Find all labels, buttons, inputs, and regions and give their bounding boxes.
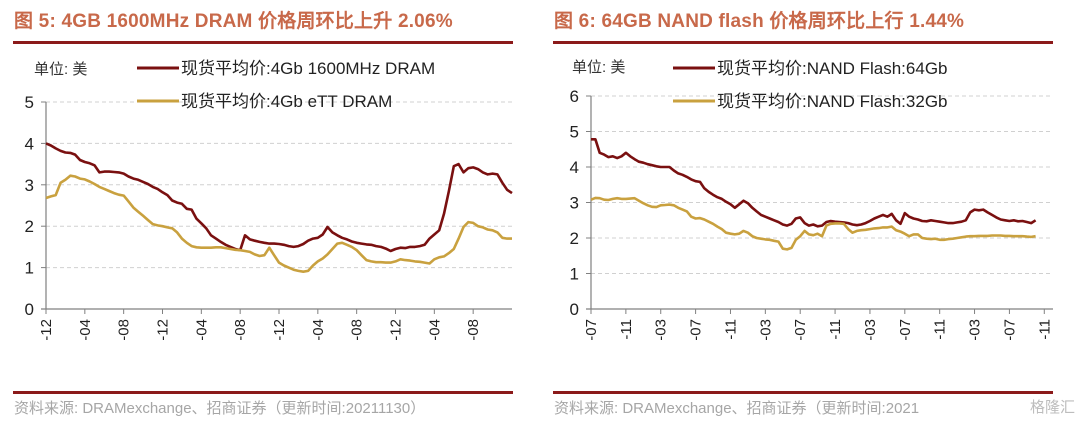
y-tick-label: 4 <box>570 158 579 177</box>
legend-label: 现货平均价:4Gb 1600MHz DRAM <box>181 59 435 78</box>
x-tick-label: 2020-11 <box>932 319 949 340</box>
source-note: 资料来源: DRAMexchange、招商证券（更新时间:20211130） <box>14 400 426 417</box>
source-rule <box>13 391 513 394</box>
dram-price-chart: 0 1 2 3 4 5 2017-12 2018-04 2018-08 2018-12 2019-0… <box>25 59 513 340</box>
figure-5-panel: 图 5: 4GB 1600MHz DRAM 价格周环比上升 2.06% 0 1 2 3… <box>13 11 513 417</box>
x-tick-label: 2021-07 <box>1001 319 1018 340</box>
y-tick-label: 0 <box>570 300 579 319</box>
legend-label: 现货平均价:NAND Flash:64Gb <box>717 59 948 78</box>
y-tick-label: 5 <box>25 93 34 112</box>
x-tick-label: 2019-12 <box>271 319 288 340</box>
x-tick-label: 2017-11 <box>618 319 635 340</box>
x-tick-label: 2020-04 <box>310 319 327 340</box>
y-tick-label: 5 <box>570 123 579 142</box>
x-tick-label: 2017-07 <box>583 319 600 340</box>
x-tick-label: 2019-11 <box>827 319 844 340</box>
x-tick-label: 2019-04 <box>193 319 210 340</box>
x-tick-label: 2018-03 <box>653 319 670 340</box>
x-tick-label: 2018-07 <box>688 319 705 340</box>
x-tick-label: 2018-11 <box>722 319 739 340</box>
y-tick-label: 1 <box>570 265 579 284</box>
figure-6-title: 图 6: 64GB NAND flash 价格周环比上行 1.44% <box>554 11 965 32</box>
nand-price-chart: 0 1 2 3 4 5 6 2017-07 2017-11 2018-03 2018-07 2018-… <box>570 59 1054 340</box>
title-rule <box>13 41 513 44</box>
x-tick-label: 2018-08 <box>116 319 133 340</box>
figure-6-panel: 图 6: 64GB NAND flash 价格周环比上行 1.44% 0 1 2 3 4… <box>540 0 1080 422</box>
y-tick-label: 2 <box>25 217 34 236</box>
series-line-primary <box>45 142 513 253</box>
unit-label: 单位: 美 <box>572 59 625 76</box>
x-tick-label: 2018-04 <box>77 319 94 340</box>
x-tick-label: 2020-08 <box>349 319 366 340</box>
x-tick-label: 2021-04 <box>426 319 443 340</box>
x-tick-label: 2019-08 <box>232 319 249 340</box>
y-tick-label: 0 <box>25 300 34 319</box>
figure-5-title: 图 5: 4GB 1600MHz DRAM 价格周环比上升 2.06% <box>14 11 453 32</box>
watermark-logo: 格隆汇 <box>1026 396 1078 417</box>
y-tick-label: 4 <box>25 134 34 153</box>
legend-label: 现货平均价:4Gb eTT DRAM <box>181 92 392 111</box>
y-tick-label: 3 <box>25 176 34 195</box>
series-line-secondary <box>590 196 1036 251</box>
x-tick-label: 2020-12 <box>388 319 405 340</box>
x-tick-label: 2021-11 <box>1036 319 1053 340</box>
title-rule <box>553 41 1053 44</box>
x-tick-label: 2020-07 <box>897 319 914 340</box>
y-tick-label: 3 <box>570 194 579 213</box>
x-tick-label: 2021-08 <box>465 319 482 340</box>
unit-label: 单位: 美 <box>34 61 87 78</box>
x-tick-label: 2019-07 <box>792 319 809 340</box>
series-line-secondary <box>45 174 512 273</box>
source-rule <box>553 391 1053 394</box>
x-tick-label: 2018-12 <box>155 319 172 340</box>
y-tick-label: 1 <box>25 259 34 278</box>
x-tick-label: 2021-03 <box>967 319 984 340</box>
y-tick-label: 2 <box>570 229 579 248</box>
y-tick-label: 6 <box>570 87 579 106</box>
series-line-primary <box>591 138 1037 228</box>
source-note: 资料来源: DRAMexchange、招商证券（更新时间:2021 <box>554 400 920 417</box>
x-tick-label: 2017-12 <box>38 319 55 340</box>
legend-label: 现货平均价:NAND Flash:32Gb <box>717 92 948 111</box>
x-tick-label: 2020-03 <box>862 319 879 340</box>
x-tick-label: 2019-03 <box>757 319 774 340</box>
